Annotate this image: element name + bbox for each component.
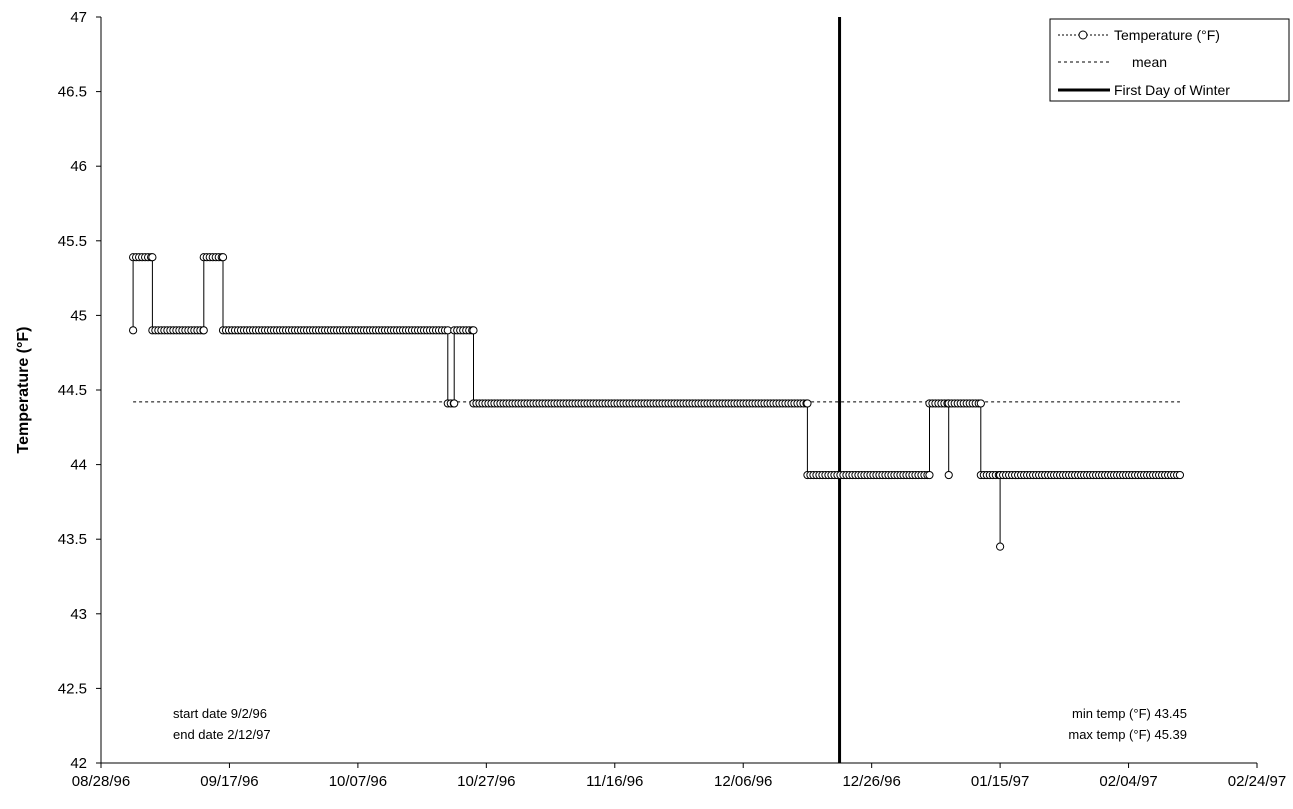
temperature-marker <box>148 253 157 262</box>
x-tick-label: 12/06/96 <box>714 773 772 790</box>
y-tick-label: 46 <box>70 158 87 175</box>
temperature-marker <box>450 399 459 408</box>
temperature-marker <box>129 326 138 335</box>
x-tick-label: 02/24/97 <box>1228 773 1286 790</box>
temperature-marker <box>218 253 228 262</box>
temperature-series-layer <box>129 253 1185 551</box>
x-tick-label: 11/16/96 <box>586 773 643 790</box>
x-tick-label: 01/15/97 <box>971 773 1029 790</box>
x-tick-label: 08/28/96 <box>72 773 130 790</box>
y-tick-label: 46.5 <box>58 84 87 101</box>
x-tick-label: 09/17/96 <box>200 773 258 790</box>
legend-temperature-marker <box>1078 30 1088 40</box>
legend: Temperature (°F) mean First Day of Winte… <box>1049 18 1290 102</box>
x-tick-label: 10/27/96 <box>457 773 515 790</box>
x-tick-label: 02/04/97 <box>1099 773 1157 790</box>
y-tick-label: 42.5 <box>58 680 87 697</box>
x-tick-label: 12/26/96 <box>842 773 900 790</box>
max-temp-annotation: max temp (°F) 45.39 <box>1068 727 1187 742</box>
temperature-marker <box>1175 470 1185 480</box>
axes: 42 42.5 43 43.5 44 44.5 45 45.5 46 46.5 47 08/28/96… <box>58 9 1286 790</box>
y-tick-label: 44 <box>70 457 87 474</box>
legend-box <box>1049 18 1290 102</box>
legend-mean-label: mean <box>1132 54 1167 70</box>
y-tick-label: 47 <box>70 9 87 26</box>
legend-winter-label: First Day of Winter <box>1114 82 1230 98</box>
temperature-marker <box>996 542 1005 551</box>
annotations: start date 9/2/96 end date 2/12/97 min t… <box>173 706 1187 742</box>
temperature-marker <box>976 399 985 408</box>
legend-temperature-label: Temperature (°F) <box>1114 27 1220 43</box>
y-tick-label: 45 <box>70 307 87 324</box>
x-tick-label: 10/07/96 <box>329 773 387 790</box>
temperature-marker <box>803 399 812 408</box>
y-axis-title: Temperature (°F) <box>15 326 32 453</box>
temperature-marker <box>925 470 934 480</box>
y-tick-label: 43.5 <box>58 531 87 548</box>
y-tick-label: 42 <box>70 755 87 772</box>
temperature-marker <box>469 326 478 335</box>
temperature-marker <box>944 470 953 480</box>
y-tick-label: 44.5 <box>58 382 87 399</box>
y-tick-label: 43 <box>70 606 87 623</box>
start-date-annotation: start date 9/2/96 <box>173 706 267 721</box>
temperature-marker <box>199 326 208 335</box>
end-date-annotation: end date 2/12/97 <box>173 727 271 742</box>
min-temp-annotation: min temp (°F) 43.45 <box>1072 706 1187 721</box>
y-tick-label: 45.5 <box>58 233 87 250</box>
